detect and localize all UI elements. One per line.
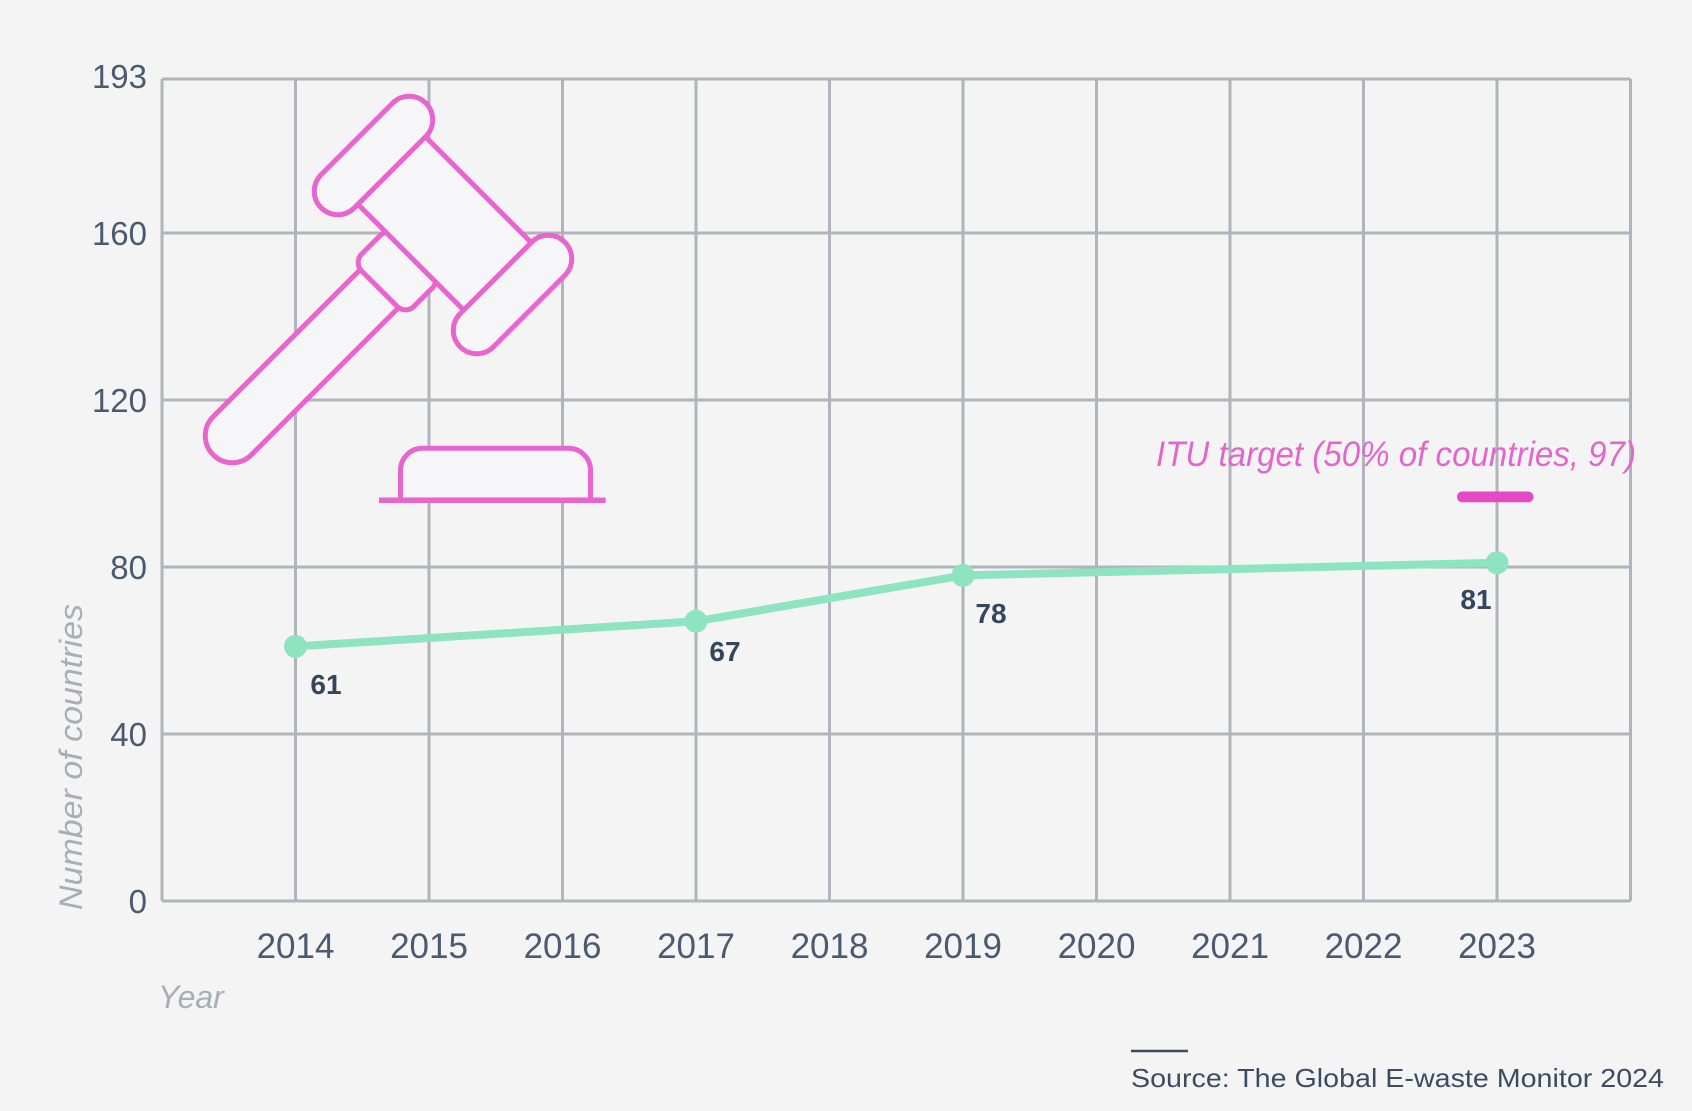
svg-text:2021: 2021 xyxy=(1191,927,1269,966)
svg-text:0: 0 xyxy=(129,883,147,920)
svg-text:2016: 2016 xyxy=(524,927,602,966)
svg-text:193: 193 xyxy=(92,58,147,95)
svg-text:40: 40 xyxy=(110,716,147,753)
svg-text:2014: 2014 xyxy=(257,927,335,966)
svg-text:2023: 2023 xyxy=(1458,927,1536,966)
svg-text:Number of countries: Number of countries xyxy=(53,604,89,910)
svg-text:67: 67 xyxy=(709,636,740,667)
svg-text:Year: Year xyxy=(158,979,225,1015)
svg-text:2019: 2019 xyxy=(924,927,1002,966)
svg-text:ITU target (50% of countries,: ITU target (50% of countries, 97) xyxy=(1156,435,1636,474)
svg-text:2018: 2018 xyxy=(791,927,869,966)
svg-text:2022: 2022 xyxy=(1325,927,1403,966)
svg-text:78: 78 xyxy=(975,598,1006,629)
svg-text:Source: The Global E-waste Mon: Source: The Global E-waste Monitor 2024 xyxy=(1131,1063,1664,1093)
svg-text:2015: 2015 xyxy=(390,927,468,966)
svg-text:160: 160 xyxy=(92,215,147,252)
svg-text:61: 61 xyxy=(310,669,341,700)
svg-text:2017: 2017 xyxy=(657,927,735,966)
svg-text:81: 81 xyxy=(1460,584,1491,615)
svg-text:2020: 2020 xyxy=(1058,927,1136,966)
svg-text:120: 120 xyxy=(92,382,147,419)
svg-text:80: 80 xyxy=(110,549,147,586)
